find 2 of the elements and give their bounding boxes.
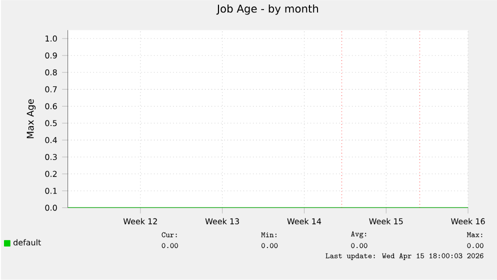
y-axis-title: Max Age	[26, 99, 36, 138]
chart-title: Job Age - by month	[216, 4, 318, 15]
